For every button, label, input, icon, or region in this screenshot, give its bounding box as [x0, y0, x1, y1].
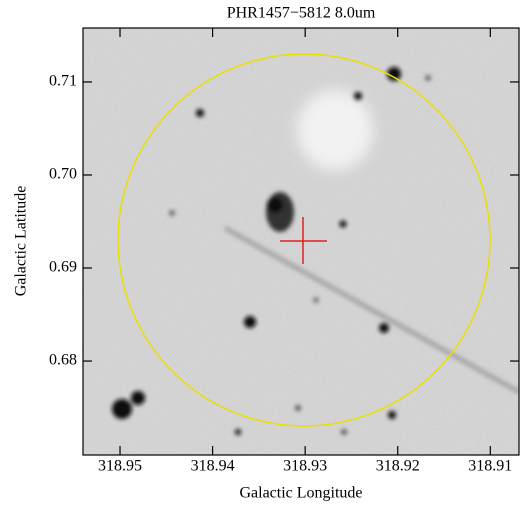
- sky-image: [83, 28, 519, 455]
- x-tick-label: 318.95: [98, 458, 142, 475]
- x-tick-label: 318.94: [191, 458, 235, 475]
- x-tick-label: 318.93: [283, 458, 327, 475]
- y-tick-label: 0.69: [49, 259, 77, 276]
- y-tick-label: 0.71: [49, 73, 77, 90]
- y-tick-label: 0.68: [49, 352, 77, 369]
- y-tick-label: 0.70: [49, 166, 77, 183]
- y-axis-label: Galactic Latitude: [13, 186, 30, 297]
- x-tick-label: 318.91: [468, 458, 512, 475]
- x-tick-label: 318.92: [376, 458, 420, 475]
- x-axis-label: Galactic Longitude: [239, 485, 362, 502]
- chart: PHR1457−5812 8.0um Galact: [0, 0, 522, 512]
- chart-title: PHR1457−5812 8.0um: [227, 5, 376, 22]
